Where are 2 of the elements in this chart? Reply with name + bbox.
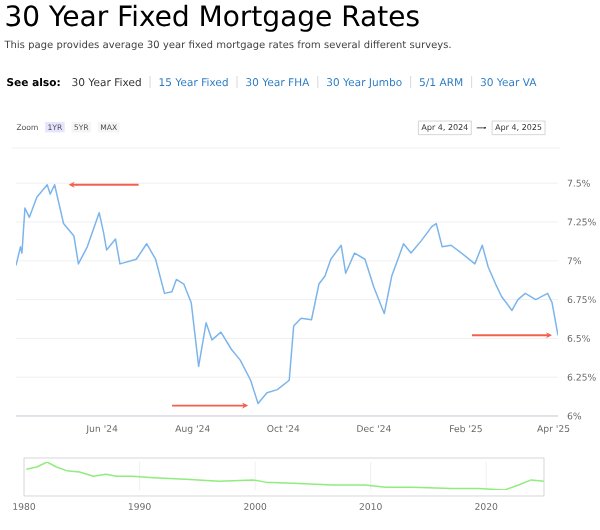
line-series [16,183,558,405]
chart-title: 30 Year Fixed Mortgage Rates [6,4,419,32]
